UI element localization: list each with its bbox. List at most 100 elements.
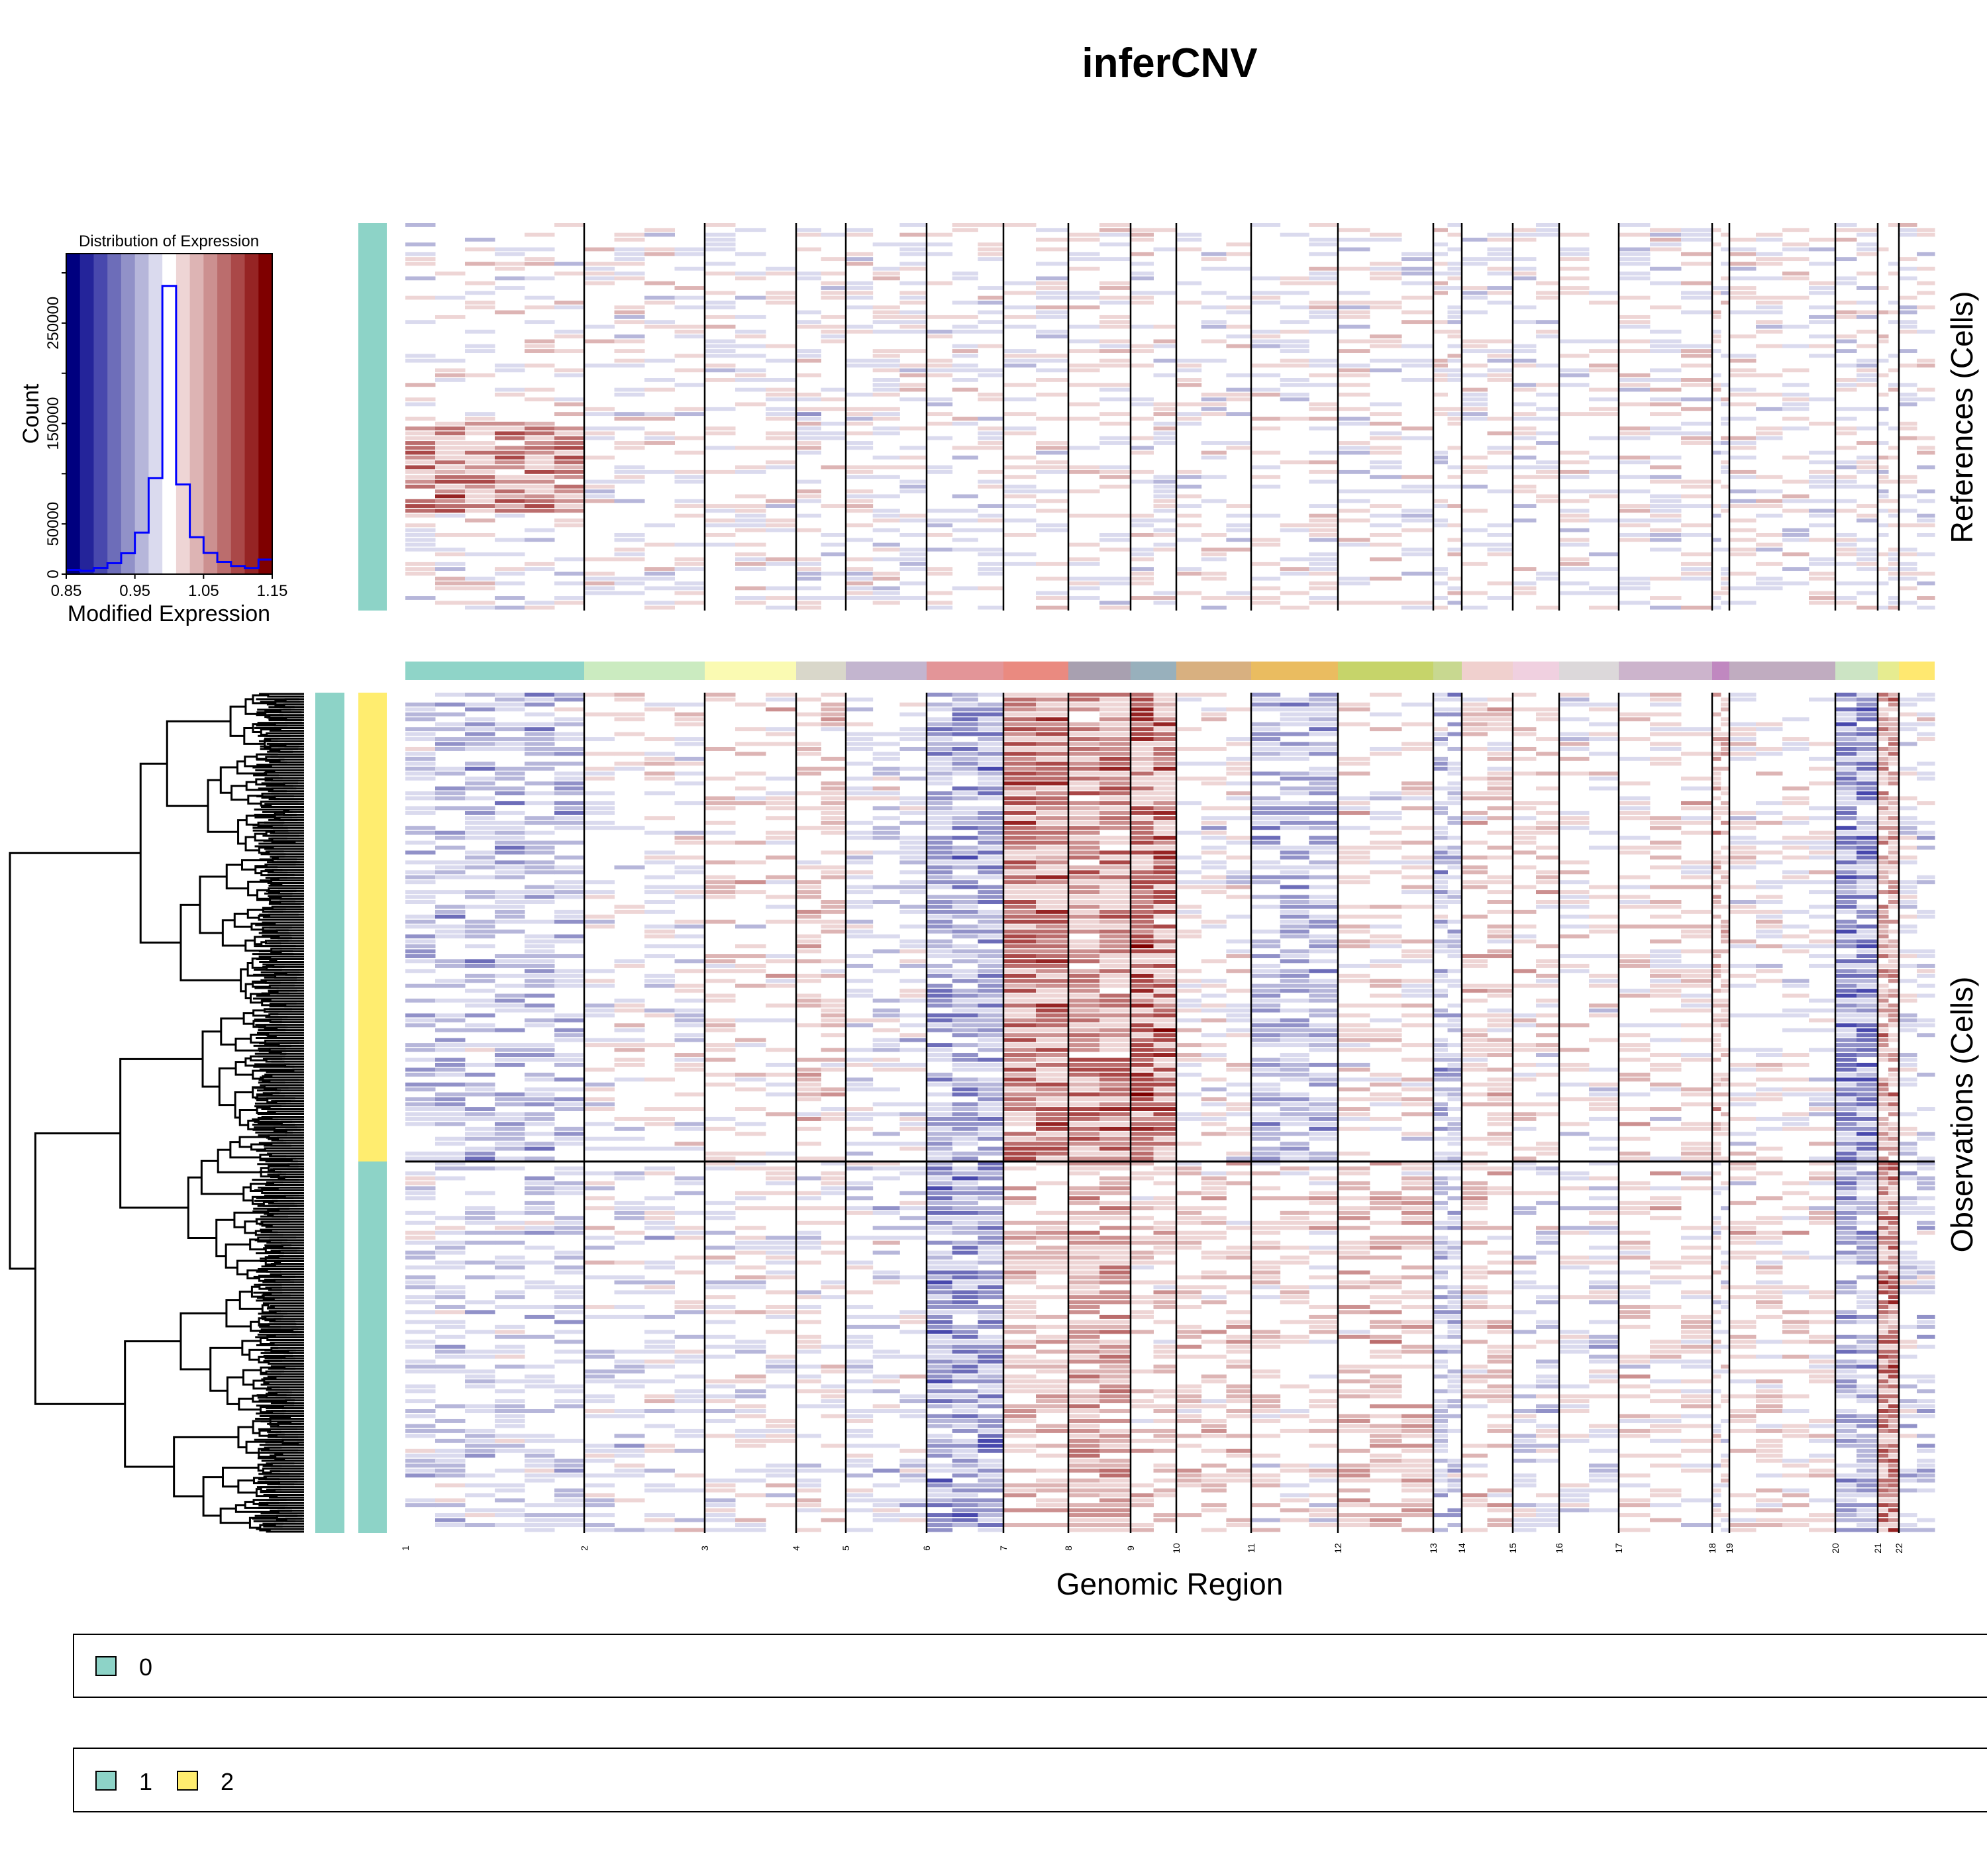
heatmap-cell — [821, 397, 846, 402]
heatmap-cell — [846, 571, 874, 576]
heatmap-cell — [1447, 344, 1462, 348]
heatmap-cell — [1835, 890, 1857, 895]
heatmap-cell — [872, 934, 900, 939]
heatmap-cell — [1176, 538, 1202, 542]
heatmap-cell — [978, 742, 1004, 746]
heatmap-cell — [405, 528, 436, 532]
heatmap-cell — [1201, 826, 1227, 830]
heatmap-cell — [554, 334, 585, 339]
heatmap-cell — [465, 766, 495, 771]
dendrogram-branch — [233, 1211, 268, 1228]
heatmap-cell — [644, 412, 675, 417]
heatmap-cell — [1899, 571, 1917, 576]
heatmap-cell — [1857, 1018, 1878, 1022]
heatmap-cell — [1401, 791, 1434, 796]
heatmap-cell — [614, 387, 645, 392]
heatmap-cell — [899, 489, 927, 494]
heatmap-cell — [1201, 836, 1227, 840]
heatmap-cell — [1201, 576, 1227, 581]
heatmap-cell — [1782, 509, 1809, 513]
heatmap-cell — [1201, 392, 1227, 397]
heatmap-cell — [1153, 860, 1177, 865]
heatmap-cell — [1131, 571, 1154, 576]
heatmap-cell — [465, 533, 495, 537]
heatmap-cell — [1153, 702, 1177, 707]
heatmap-cell — [1068, 979, 1100, 983]
heatmap-cell — [525, 900, 555, 904]
heatmap-cell — [1176, 801, 1202, 805]
heatmap-cell — [1835, 756, 1857, 761]
heatmap-cell — [927, 949, 953, 954]
heatmap-cell — [927, 771, 953, 776]
heatmap-cell — [1251, 722, 1281, 726]
heatmap-cell — [846, 722, 874, 726]
heatmap-cell — [1462, 349, 1488, 353]
heatmap-cell — [1899, 826, 1917, 830]
heatmap-cell — [1782, 383, 1809, 387]
heatmap-cell — [766, 776, 797, 781]
heatmap-cell — [1857, 310, 1878, 315]
heatmap-cell — [495, 605, 525, 610]
heatmap-cell — [1917, 820, 1935, 825]
heatmap-cell — [766, 855, 797, 860]
heatmap-cell — [1809, 460, 1836, 465]
heatmap-cell — [1835, 880, 1857, 885]
heatmap-cell — [1681, 909, 1713, 914]
dendrogram-branch — [250, 1285, 264, 1298]
heatmap-cell — [1201, 890, 1227, 895]
heatmap-cell — [1226, 295, 1252, 300]
heatmap-cell — [1487, 446, 1513, 450]
heatmap-cell — [1513, 771, 1537, 776]
heatmap-cell — [846, 392, 874, 397]
heatmap-cell — [1462, 816, 1488, 820]
heatmap-cell — [584, 484, 615, 489]
heatmap-cell — [1619, 993, 1651, 998]
heatmap-cell — [1712, 905, 1721, 909]
heatmap-cell — [465, 489, 495, 494]
heatmap-cell — [1589, 291, 1619, 295]
heatmap-cell — [1878, 712, 1889, 716]
heatmap-cell — [1835, 378, 1857, 382]
heatmap-cell — [1309, 557, 1339, 562]
heatmap-cell — [1003, 811, 1037, 815]
heatmap-cell — [1650, 513, 1682, 518]
heatmap-cell — [525, 791, 555, 796]
heatmap-cell — [1401, 252, 1434, 256]
heatmap-cell — [1589, 339, 1619, 344]
heatmap-cell — [1309, 272, 1339, 275]
heatmap-cell — [1447, 875, 1462, 879]
heatmap-cell — [1878, 939, 1889, 944]
heatmap-cell — [1899, 1028, 1917, 1032]
heatmap-cell — [846, 850, 874, 855]
heatmap-cell — [1888, 895, 1900, 899]
heatmap-cell — [1729, 547, 1757, 552]
heatmap-cell — [1433, 407, 1448, 411]
heatmap-cell — [1068, 993, 1100, 998]
heatmap-cell — [435, 727, 466, 732]
heatmap-cell — [644, 1013, 675, 1018]
heatmap-cell — [1338, 722, 1370, 726]
heatmap-cell — [978, 737, 1004, 742]
heatmap-cell — [1917, 954, 1935, 958]
heatmap-cell — [1899, 479, 1917, 484]
heatmap-cell — [495, 596, 525, 600]
heatmap-cell — [1251, 880, 1281, 885]
heatmap-cell — [1917, 252, 1935, 256]
heatmap-cell — [405, 999, 436, 1003]
heatmap-cell — [1721, 702, 1730, 707]
heatmap-cell — [614, 909, 645, 914]
dendrogram-branch — [252, 1009, 270, 1017]
heatmap-cell — [644, 358, 675, 363]
heatmap-cell — [927, 905, 953, 909]
heatmap-cell — [525, 538, 555, 542]
heatmap-cell — [1756, 542, 1783, 547]
heatmap-cell — [1917, 489, 1935, 494]
heatmap-cell — [1251, 944, 1281, 949]
heatmap-cell — [1251, 846, 1281, 850]
heatmap-cell — [1917, 697, 1935, 702]
heatmap-cell — [1729, 697, 1757, 702]
heatmap-cell — [978, 934, 1004, 939]
heatmap-cell — [1370, 465, 1402, 469]
heatmap-cell — [1447, 407, 1462, 411]
heatmap-cell — [1721, 746, 1730, 751]
